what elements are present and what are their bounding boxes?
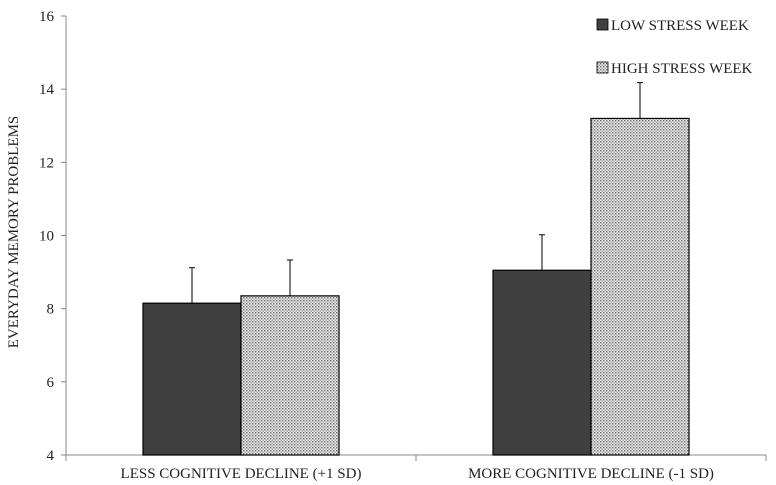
y-tick-label: 8 — [47, 302, 55, 318]
legend-label: LOW STRESS WEEK — [611, 18, 749, 34]
bar — [492, 269, 592, 456]
y-tick-label: 12 — [39, 155, 54, 171]
y-tick-label: 6 — [47, 375, 55, 391]
y-tick-label: 16 — [39, 9, 55, 25]
x-category-label: MORE COGNITIVE DECLINE (-1 SD) — [468, 466, 714, 482]
legend-swatch — [596, 18, 609, 31]
y-axis: 4 6 8 10 12 14 16 — [39, 9, 67, 464]
y-tick-label: 10 — [39, 229, 54, 245]
y-axis-label: EVERYDAY MEMORY PROBLEMS — [6, 116, 22, 349]
y-tick-label: 14 — [39, 82, 55, 98]
legend-label: HIGH STRESS WEEK — [611, 61, 753, 77]
error-bars — [189, 82, 643, 304]
bars — [142, 117, 690, 456]
bar — [240, 295, 340, 456]
x-axis: LESS COGNITIVE DECLINE (+1 SD) MORE COGNI… — [65, 454, 767, 482]
y-tick-label: 4 — [47, 448, 55, 464]
legend-swatch — [596, 61, 609, 74]
legend: LOW STRESS WEEK HIGH STRESS WEEK — [596, 18, 753, 77]
x-category-label: LESS COGNITIVE DECLINE (+1 SD) — [121, 466, 362, 482]
bar — [590, 117, 690, 456]
bar — [142, 302, 242, 456]
